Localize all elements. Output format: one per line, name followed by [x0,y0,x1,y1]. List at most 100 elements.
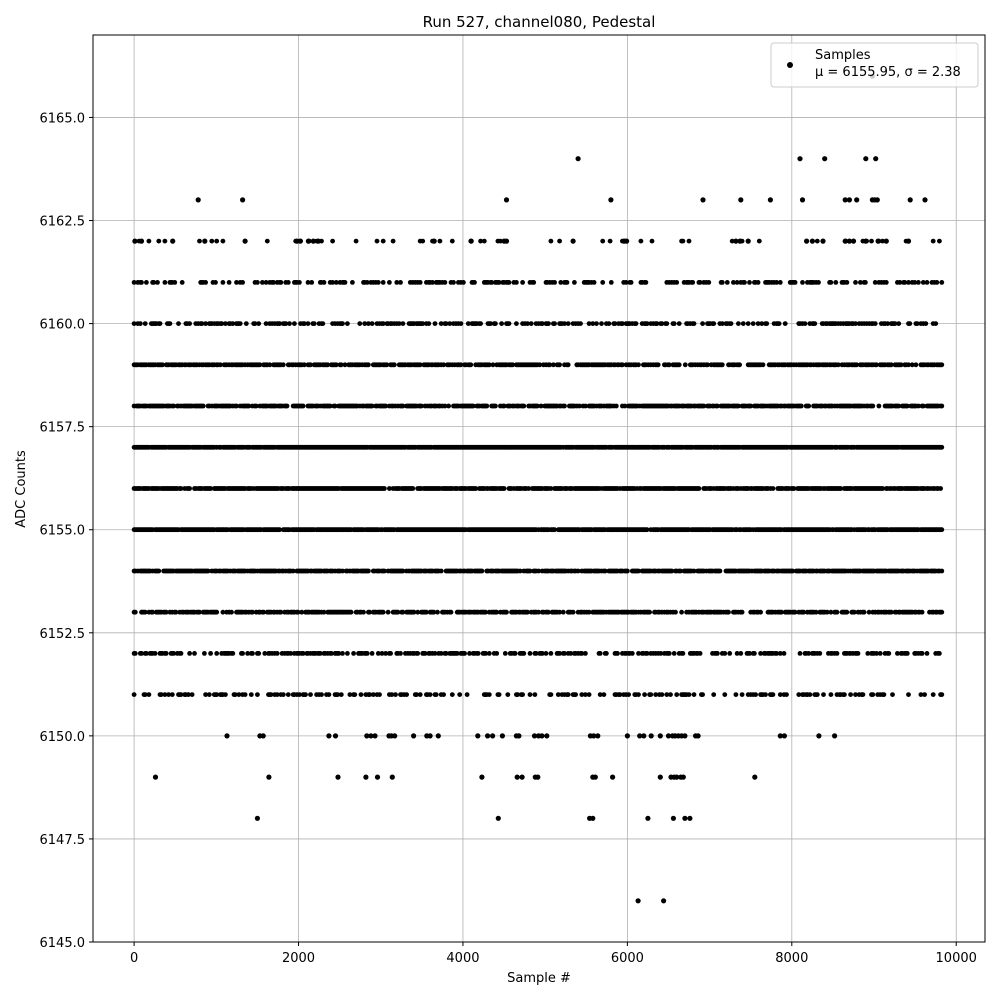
data-point [417,692,423,697]
data-point [420,321,426,326]
legend: Samples μ = 6155.95, σ = 2.38 [770,42,979,88]
data-point [610,774,616,780]
data-point [579,651,585,656]
data-point [502,651,508,656]
data-point [657,774,663,780]
data-point [197,238,202,244]
data-point [674,692,680,697]
y-tick-label: 6150.0 [40,730,86,745]
data-point [427,692,433,697]
data-point [774,651,779,656]
data-point [380,321,386,326]
data-point [389,774,395,780]
data-point [358,692,364,697]
data-point [791,486,797,491]
data-point [801,609,807,615]
data-point [565,692,571,697]
data-point [636,568,641,574]
data-point [796,692,802,697]
data-point [939,609,945,615]
data-point [907,197,913,203]
data-point [478,321,483,326]
data-point [486,651,492,656]
data-point [369,651,375,656]
data-point [565,321,571,326]
data-point [657,733,663,739]
data-point [661,898,667,904]
data-point [187,651,193,656]
data-point [230,651,236,656]
data-point [777,733,783,739]
legend-box [770,42,979,88]
y-tick-label: 6152.5 [40,627,86,642]
data-point [573,692,578,697]
data-point [224,733,230,739]
data-point [254,815,260,821]
data-point [680,651,686,656]
data-point [372,733,378,739]
data-point [253,403,259,409]
data-point [250,609,255,615]
data-point [779,609,784,615]
data-point [665,733,672,739]
data-point [179,280,185,285]
data-point [155,280,160,285]
data-point [521,403,527,409]
data-point [490,733,496,739]
data-point [441,692,446,697]
data-point [552,321,557,326]
data-point [186,692,191,697]
data-point [305,238,311,244]
data-point [782,321,788,326]
data-point [483,609,488,615]
data-point [623,280,629,285]
data-point [404,692,409,697]
data-point [384,362,390,368]
data-point [583,692,588,697]
legend-stats: μ = 6155.95, σ = 2.38 [815,65,961,80]
data-point [555,692,561,697]
data-point [828,609,834,615]
data-point [472,280,477,285]
data-point [278,280,284,285]
data-point [514,280,519,285]
data-point [792,609,798,615]
data-point [597,692,603,697]
data-point [152,774,159,780]
y-tick-label: 6145.0 [40,936,86,951]
data-point [400,609,406,615]
data-point [417,280,423,285]
data-point [400,321,406,326]
data-point [737,238,743,244]
data-point [398,280,403,285]
data-point [586,609,592,615]
data-point [301,362,307,368]
data-point [280,692,286,697]
data-point [668,692,673,697]
data-point [288,651,294,656]
data-point [362,321,368,326]
data-point [562,321,567,326]
data-point [752,774,758,780]
data-point [865,651,871,656]
data-point [564,280,570,285]
data-point [536,609,541,615]
data-point [142,692,148,697]
data-point [396,321,402,326]
y-tick-label: 6160.0 [40,318,86,333]
data-point [240,651,246,656]
data-point [731,280,736,285]
data-point [151,280,157,285]
data-point [617,692,623,697]
data-point [682,815,688,821]
data-point [167,321,173,326]
data-point [432,651,438,656]
data-point [417,362,423,368]
data-point [277,527,282,533]
data-point [624,238,630,244]
data-point [395,609,401,615]
data-point [333,362,339,368]
data-point [538,403,544,409]
data-point [670,815,677,821]
data-point [433,692,439,697]
